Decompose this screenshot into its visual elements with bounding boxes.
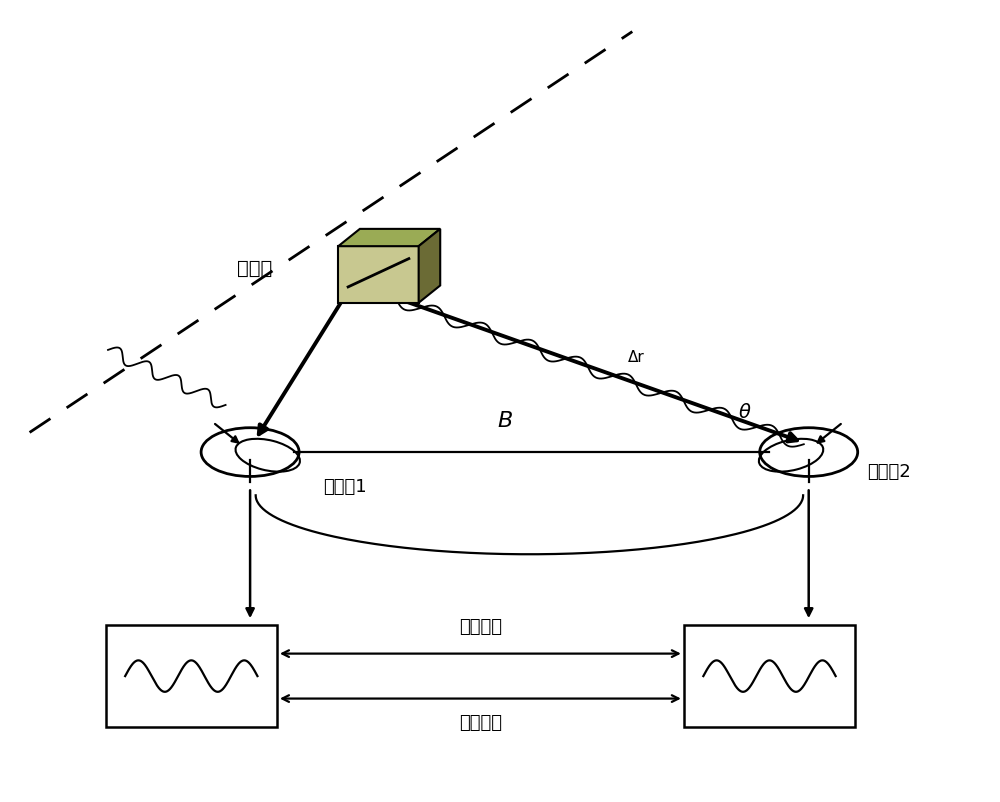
Polygon shape	[338, 229, 440, 246]
Text: B: B	[497, 411, 513, 431]
Polygon shape	[338, 246, 419, 303]
Text: 地面站2: 地面站2	[868, 463, 911, 480]
Bar	[106, 625, 277, 727]
Text: 地面站1: 地面站1	[324, 479, 367, 496]
Text: θ: θ	[739, 403, 751, 423]
Bar	[684, 625, 855, 727]
Polygon shape	[419, 229, 440, 303]
Text: 环绕器: 环绕器	[237, 259, 273, 277]
Text: 相关处理: 相关处理	[459, 715, 502, 732]
Text: 装置时延: 装置时延	[459, 618, 502, 636]
Text: Δr: Δr	[627, 350, 644, 365]
